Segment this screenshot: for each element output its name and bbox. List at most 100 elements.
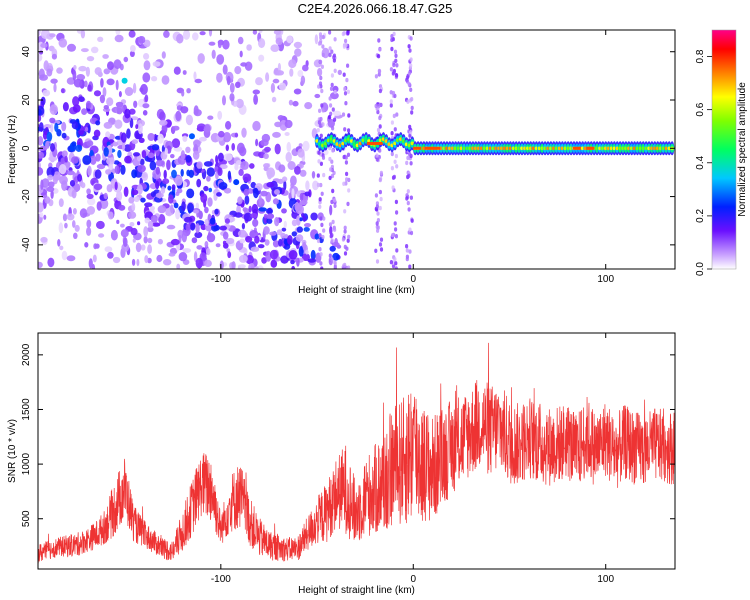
spectrogram-blob — [43, 60, 49, 71]
spectrogram-blob — [173, 202, 179, 209]
spectrogram-blob — [144, 202, 153, 207]
spectrogram-blob — [378, 88, 382, 94]
spectrogram-blob — [234, 163, 239, 171]
spectrogram-blob — [250, 212, 258, 219]
colorbar-tick-label: 0.2 — [695, 209, 706, 223]
spectrogram-blob — [252, 89, 260, 95]
colorbar-tick-label: 0.8 — [695, 49, 706, 63]
spectrogram-blob — [196, 245, 203, 250]
spectrogram-blob — [105, 169, 112, 175]
spectrogram-blob — [191, 237, 198, 244]
spectrogram-blob — [115, 79, 119, 91]
spectrogram-blob — [66, 255, 76, 262]
spectrogram-blob — [143, 236, 148, 244]
spectrogram-blob — [40, 236, 48, 243]
spectrogram-blob — [406, 189, 410, 194]
spectrogram-blob — [407, 81, 411, 87]
spectrogram-blob — [86, 56, 95, 62]
spectrogram-blob — [87, 197, 96, 206]
spectrogram-blob — [290, 259, 295, 265]
spectrogram-blob — [164, 147, 168, 155]
spectrogram-blob — [329, 167, 333, 172]
spectrogram-blob — [124, 155, 132, 164]
spectrogram-blob — [266, 181, 275, 188]
spectrogram-blob — [86, 188, 91, 195]
spectrogram-blob — [255, 77, 263, 86]
spectrogram-blob — [329, 111, 333, 117]
spectrogram-blob — [375, 204, 379, 209]
spectrogram-blob — [252, 30, 258, 35]
spectrogram-blob — [203, 161, 213, 167]
spectrogram-blob — [405, 75, 410, 80]
spectrogram-blob — [167, 185, 172, 191]
spectrogram-blob — [137, 221, 141, 226]
spectrogram-blob — [130, 45, 136, 52]
spectrogram-blob — [143, 226, 149, 237]
spectrogram-blob — [78, 96, 85, 102]
spectrogram-blob — [333, 117, 337, 122]
spectrogram-blob — [408, 249, 412, 254]
spectrogram-blob — [115, 30, 121, 36]
spectrogram-blob — [375, 224, 379, 230]
spectrogram-blob — [377, 54, 381, 59]
spectrogram-blob — [274, 189, 280, 195]
spectrogram-blob — [99, 94, 105, 104]
spectrogram-blob — [126, 128, 131, 139]
spectrogram-blob — [320, 88, 324, 94]
spectrogram-blob — [113, 160, 120, 165]
spectrogram-blob — [38, 136, 44, 146]
spectrogram-blob — [50, 190, 54, 199]
spectrogram-blob — [231, 261, 236, 269]
spectrogram-blob — [43, 214, 47, 220]
spectrogram-blob — [75, 144, 83, 152]
spectrogram-blob — [314, 233, 320, 240]
spectrogram-blob — [260, 190, 268, 197]
spectrogram-blob — [224, 218, 230, 224]
spectrogram-blob — [318, 233, 322, 238]
spectrogram-blob — [302, 140, 310, 152]
spectrogram-blob — [38, 146, 46, 152]
spectrogram-blob — [69, 180, 76, 187]
spectrogram-blob — [327, 118, 335, 128]
spectrogram-blob — [390, 34, 394, 39]
spectrogram-blob — [343, 209, 347, 214]
spectrogram-blob — [286, 141, 292, 153]
spectrogram-blob — [253, 187, 259, 199]
spectrogram-blob — [131, 258, 136, 266]
spectrogram-blob — [54, 122, 59, 132]
spectrogram-blob — [151, 76, 158, 82]
spectrogram-blob — [316, 128, 320, 133]
spectrogram-blob — [321, 108, 325, 113]
spectrogram-blob — [192, 32, 199, 41]
spectrogram-blob — [79, 208, 88, 219]
spectrogram-blob — [310, 212, 318, 221]
spectrogram-blob — [185, 146, 191, 153]
spectrogram-blob — [406, 99, 410, 104]
spectrogram-blob — [392, 31, 396, 37]
spectrogram-blob — [311, 171, 316, 179]
spectrogram-blob — [332, 53, 336, 58]
spectrogram-blob — [330, 173, 335, 179]
spectrogram-blob — [85, 100, 92, 109]
spectrogram-blob — [174, 175, 183, 186]
spectrogram-blob — [286, 35, 293, 44]
spectrogram-blob — [219, 225, 227, 231]
spectrogram-blob — [205, 248, 211, 256]
spectrogram-blob — [108, 211, 114, 220]
spectrogram-blob — [89, 149, 94, 157]
spectrogram-blob — [49, 33, 56, 38]
spectrogram-blob — [182, 30, 191, 40]
spectrogram-blob — [394, 153, 398, 159]
snr-ticks: -100 0 100 500 1000 1500 2000 — [21, 333, 675, 585]
spectrogram-blob — [378, 189, 382, 195]
spectrogram-blob — [347, 113, 351, 118]
spectrogram-blob — [161, 51, 166, 59]
spectrogram-blob — [263, 163, 270, 169]
spectrogram-blob — [196, 178, 202, 188]
spectrogram-blob — [38, 167, 44, 176]
colorbar: 0.0 0.2 0.4 0.6 0.8 Normalized spectral ampl… — [695, 29, 748, 276]
spectrogram-blob — [245, 236, 253, 243]
spectrogram-blob — [328, 253, 332, 258]
spectrogram-blob — [319, 261, 323, 266]
spectrogram-blob — [395, 73, 399, 78]
